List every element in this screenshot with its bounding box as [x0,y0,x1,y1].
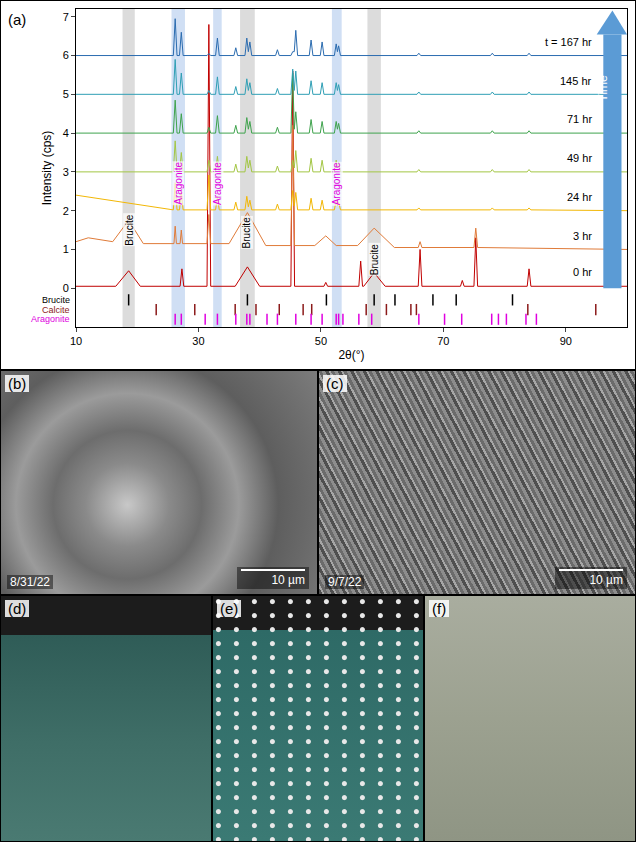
svg-text:70: 70 [437,335,449,347]
svg-text:Time: Time [596,75,610,102]
svg-text:Calcite: Calcite [42,305,70,315]
svg-text:49 hr: 49 hr [567,152,592,164]
svg-text:2θ(°): 2θ(°) [338,348,364,362]
html-text:9/7/22: 9/7/22 [328,575,362,589]
svg-text:0 hr: 0 hr [573,266,592,278]
svg-text:90: 90 [560,335,572,347]
svg-text:30: 30 [192,335,204,347]
svg-text:Aragonite: Aragonite [331,162,342,205]
svg-text:5: 5 [63,88,69,100]
svg-text:24 hr: 24 hr [567,191,592,203]
svg-text:1: 1 [63,243,69,255]
html-text:(f): (f) [432,600,447,617]
svg-text:10: 10 [70,335,82,347]
html-text:10 µm: 10 µm [271,573,305,587]
svg-text:7: 7 [63,11,69,23]
svg-text:t = 167 hr: t = 167 hr [545,36,592,48]
svg-text:0: 0 [63,282,69,294]
svg-text:Aragonite: Aragonite [31,314,70,324]
html-text:(c): (c) [326,375,344,392]
svg-text:4: 4 [63,127,69,139]
svg-text:6: 6 [63,49,69,61]
svg-text:50: 50 [315,335,327,347]
svg-text:(a): (a) [8,11,26,28]
html-text:(d): (d) [8,600,27,617]
svg-text:Brucite: Brucite [124,214,135,246]
html-text:(e): (e) [220,600,239,617]
html-text:10 µm: 10 µm [589,573,623,587]
svg-text:Brucite: Brucite [42,295,70,305]
svg-text:Aragonite: Aragonite [173,162,184,205]
svg-text:2: 2 [63,205,69,217]
html-text:(b): (b) [8,375,27,392]
svg-text:Brucite: Brucite [369,244,380,276]
svg-text:Brucite: Brucite [241,217,252,249]
svg-text:3 hr: 3 hr [573,230,592,242]
svg-text:Intensity (cps): Intensity (cps) [40,131,54,206]
svg-text:3: 3 [63,166,69,178]
svg-text:71 hr: 71 hr [567,113,592,125]
svg-text:Aragonite: Aragonite [212,162,223,205]
html-text:8/31/22: 8/31/22 [10,575,50,589]
svg-text:145 hr: 145 hr [560,75,592,87]
